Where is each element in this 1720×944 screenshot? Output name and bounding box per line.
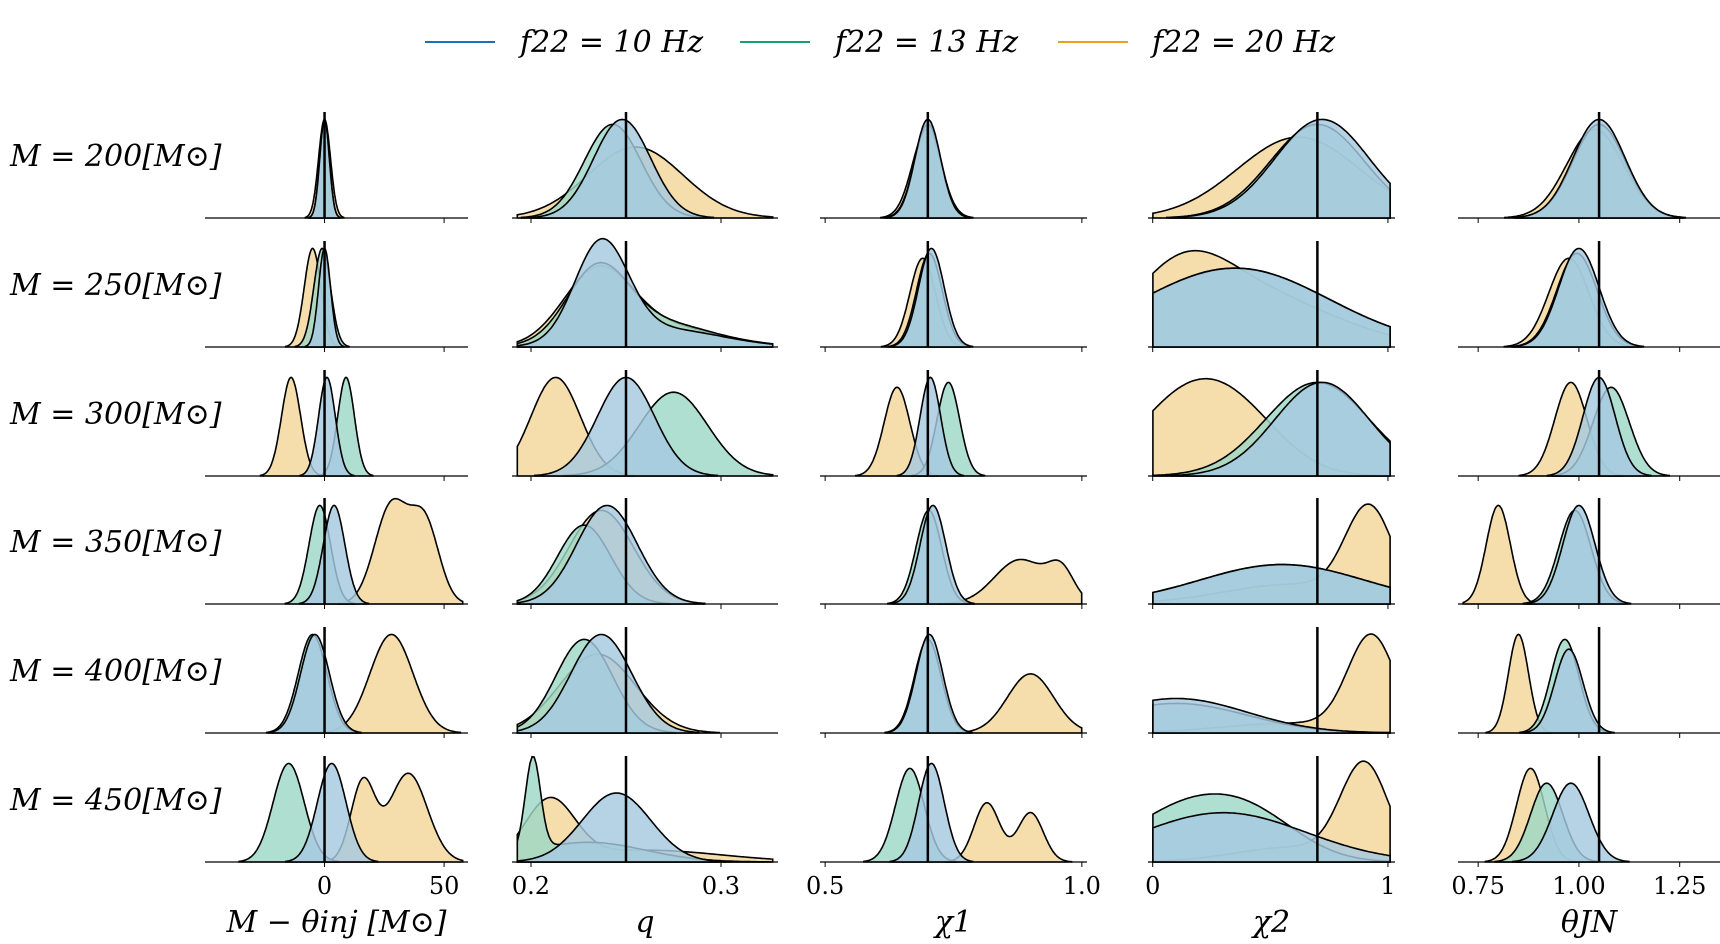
tick-label: 1.25 bbox=[1653, 872, 1706, 900]
ridge-panel bbox=[205, 627, 468, 738]
row-label: M = 300[M⊙] bbox=[9, 397, 222, 432]
panel-column-3: 0 1 χ2 bbox=[1145, 112, 1396, 940]
density-f10 bbox=[268, 633, 362, 734]
ridge-panel bbox=[820, 241, 1087, 352]
ridge-panel bbox=[1148, 627, 1395, 738]
ridge-panel bbox=[1148, 112, 1395, 223]
density-f10 bbox=[298, 504, 370, 605]
density-f10 bbox=[516, 504, 706, 605]
legend-label-f13: f22 = 13 Hz bbox=[833, 25, 1018, 60]
density-f10 bbox=[1170, 381, 1391, 477]
axis-label: M − θinj [M⊙] bbox=[225, 905, 446, 940]
tick-label: 50 bbox=[429, 872, 460, 900]
row-label: M = 400[M⊙] bbox=[9, 654, 222, 689]
ridge-panel bbox=[512, 627, 778, 738]
density-f10 bbox=[1152, 267, 1391, 348]
legend: f22 = 10 Hz f22 = 13 Hz f22 = 20 Hz bbox=[425, 25, 1335, 60]
tick-label: 0.2 bbox=[512, 872, 550, 900]
ridge-panel bbox=[205, 497, 468, 609]
tick-label: 1.00 bbox=[1552, 872, 1605, 900]
ridge-panel bbox=[820, 627, 1087, 738]
row-labels: M = 200[M⊙] M = 250[M⊙] M = 300[M⊙] M = 350… bbox=[9, 139, 222, 818]
ridge-panel bbox=[820, 498, 1087, 609]
ridge-panel bbox=[1148, 370, 1395, 481]
density-f10 bbox=[1152, 697, 1391, 734]
ridge-panel bbox=[820, 370, 1087, 481]
ridge-panel bbox=[1458, 112, 1720, 223]
ridge-panel bbox=[1148, 756, 1395, 867]
panel-column-0: 0 50 M − θinj [M⊙] bbox=[205, 112, 468, 940]
density-f10 bbox=[530, 118, 715, 219]
legend-label-f10: f22 = 10 Hz bbox=[518, 25, 703, 60]
density-f10 bbox=[891, 504, 975, 605]
axis-label: θJN bbox=[1561, 905, 1619, 940]
density-f10 bbox=[1526, 504, 1632, 605]
row-label: M = 350[M⊙] bbox=[9, 525, 222, 560]
ridge-panel bbox=[1148, 241, 1395, 352]
ridge-panel bbox=[1458, 756, 1720, 867]
ridge-panel bbox=[820, 112, 1087, 223]
density-f10 bbox=[1152, 811, 1391, 863]
panel-column-1: 0.2 0.3 q bbox=[512, 112, 778, 940]
tick-label: 0 bbox=[1145, 872, 1160, 900]
axis-label: q bbox=[635, 905, 654, 940]
density-f10 bbox=[1170, 118, 1391, 219]
density-f10 bbox=[516, 633, 700, 734]
tick-label: 1.0 bbox=[1063, 872, 1101, 900]
density-f10 bbox=[285, 762, 379, 863]
density-f10 bbox=[516, 237, 774, 348]
ridge-panel bbox=[1458, 241, 1720, 352]
ridge-panel bbox=[1458, 627, 1720, 738]
ridge-panel bbox=[205, 241, 468, 352]
panel-column-2: 0.5 1.0 χ1 bbox=[806, 112, 1101, 940]
density-f20 bbox=[337, 497, 464, 605]
axis-label: χ1 bbox=[933, 905, 972, 940]
density-f10 bbox=[896, 376, 965, 477]
row-label: M = 200[M⊙] bbox=[9, 139, 222, 174]
panels: 0 50 M − θinj [M⊙] 0.2 0.3 q 0.5 1.0 χ1 0 1 χ2 0.75 1… bbox=[205, 112, 1720, 940]
ridge-panel bbox=[512, 112, 778, 223]
axis-label: χ2 bbox=[1251, 905, 1290, 940]
ridge-panel bbox=[512, 370, 778, 481]
density-f10 bbox=[1513, 247, 1645, 348]
ridge-panel bbox=[512, 237, 778, 352]
density-f10 bbox=[299, 376, 355, 477]
tick-label: 0.5 bbox=[806, 872, 844, 900]
tick-label: 0.75 bbox=[1451, 872, 1504, 900]
ridge-panel bbox=[1148, 498, 1395, 609]
density-f20 bbox=[955, 673, 1083, 734]
ridge-panel bbox=[205, 756, 468, 867]
tick-label: 0.3 bbox=[702, 872, 740, 900]
ridge-panel bbox=[512, 755, 778, 867]
row-label: M = 450[M⊙] bbox=[9, 783, 222, 818]
density-f20 bbox=[945, 801, 1073, 863]
density-f10 bbox=[516, 792, 727, 863]
density-f10 bbox=[889, 247, 974, 348]
ridge-panel bbox=[205, 370, 468, 481]
density-f10 bbox=[889, 762, 974, 863]
density-f20 bbox=[1462, 504, 1538, 605]
legend-label-f20: f22 = 20 Hz bbox=[1150, 25, 1335, 60]
panel-column-4: 0.75 1.00 1.25 θJN bbox=[1451, 112, 1720, 940]
density-f10 bbox=[885, 633, 973, 734]
density-f10 bbox=[1152, 563, 1391, 605]
row-label: M = 250[M⊙] bbox=[9, 268, 222, 303]
ridge-panel bbox=[512, 498, 778, 609]
ridge-panel bbox=[820, 756, 1087, 867]
ridge-panel bbox=[1458, 370, 1720, 481]
tick-label: 0 bbox=[317, 872, 332, 900]
tick-label: 1 bbox=[1380, 872, 1395, 900]
ridge-panel bbox=[1458, 498, 1720, 609]
ridge-panel bbox=[205, 112, 468, 223]
